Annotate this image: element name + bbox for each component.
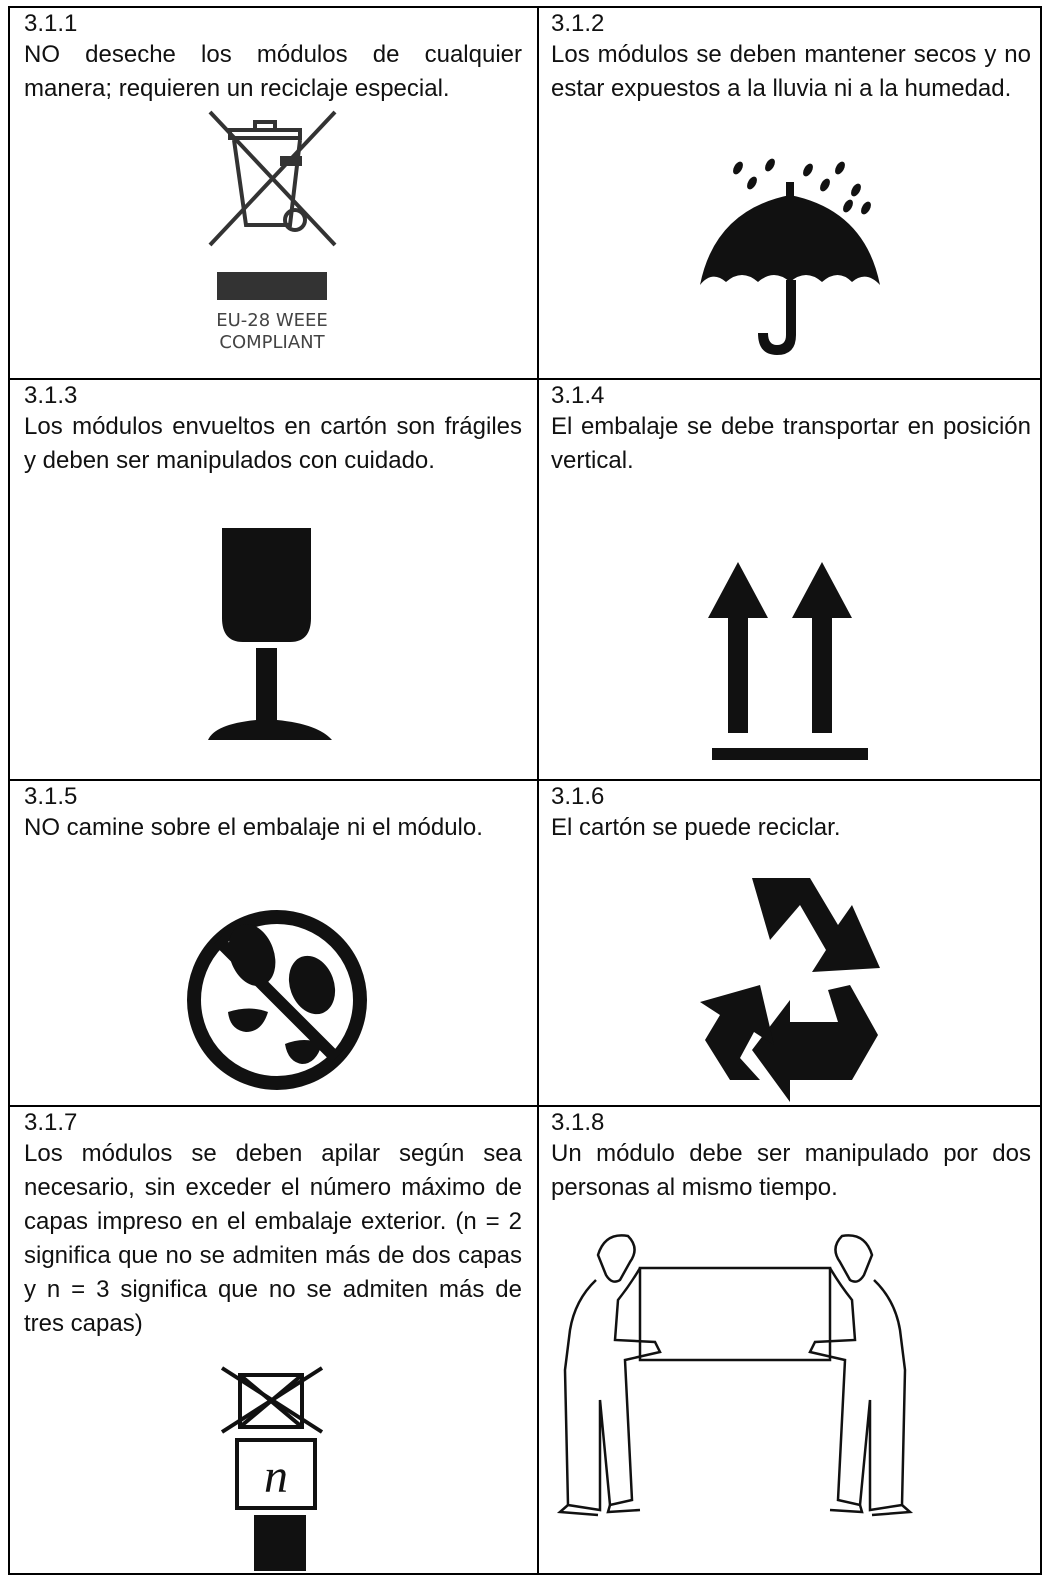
this-way-up-icon: [708, 562, 868, 760]
cell-number: 3.1.4: [551, 382, 605, 409]
cell-number: 3.1.3: [24, 382, 78, 409]
icon-text: EU-28 WEEE: [216, 310, 328, 331]
cell-text: NO deseche los módulos de cualquier mane…: [24, 41, 522, 102]
icon-text: n: [264, 1450, 288, 1503]
cell: 3.1.7 Los módulos se deben apilar según s…: [8, 1105, 539, 1575]
icon-text: COMPLIANT: [219, 332, 325, 353]
cell-text: El embalaje se debe transportar en posic…: [551, 413, 1031, 474]
cell: 3.1.4 El embalaje se debe transportar en …: [537, 378, 1042, 781]
stacking-bar: [254, 1515, 306, 1571]
cell-number: 3.1.6: [551, 783, 605, 810]
cell-text: Los módulos se deben mantener secos y no…: [551, 41, 1031, 102]
weee-icon: [208, 110, 337, 247]
cell: 3.1.1 NO deseche los módulos de cualquier…: [8, 6, 539, 380]
cell-text: NO camine sobre el embalaje ni el módulo…: [24, 814, 483, 841]
stacking-icon: [220, 1366, 324, 1510]
cell-text: Los módulos envueltos en cartón son frág…: [24, 413, 522, 474]
recycle-icon: [700, 878, 880, 1102]
cell-number: 3.1.1: [24, 10, 78, 37]
cell-number: 3.1.7: [24, 1109, 78, 1136]
no-step-icon: [187, 910, 367, 1090]
weee-bar: [217, 272, 327, 300]
fragile-icon: [208, 528, 332, 740]
cell-number: 3.1.2: [551, 10, 605, 37]
cell-number: 3.1.8: [551, 1109, 605, 1136]
two-person-icon: [556, 1234, 914, 1517]
cell-text: Un módulo debe ser manipulado por dos pe…: [551, 1140, 1031, 1201]
cell-text: Los módulos se deben apilar según sea ne…: [24, 1140, 522, 1337]
cell-text: El cartón se puede reciclar.: [551, 814, 841, 841]
cell-number: 3.1.5: [24, 783, 78, 810]
umbrella-icon: [700, 158, 880, 355]
